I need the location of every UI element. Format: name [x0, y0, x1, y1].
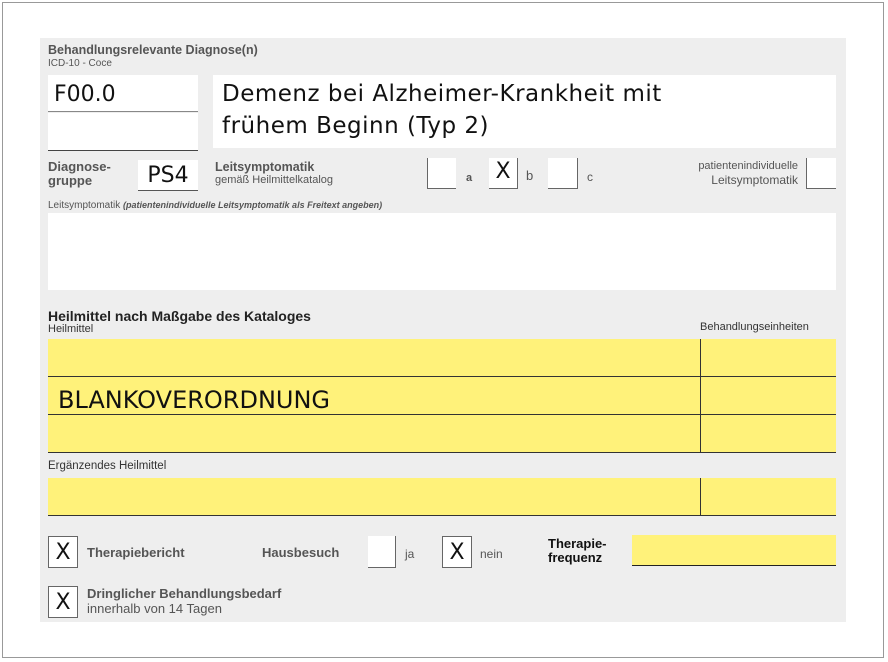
checkbox-individual[interactable]	[806, 158, 836, 189]
hausbesuch-nein-label: nein	[480, 547, 503, 561]
freetext-hint: (patientenindividuelle Leitsymptomatik a…	[123, 200, 383, 210]
therapiebericht-checkbox[interactable]: X	[48, 536, 78, 568]
therapiebericht-label: Therapiebericht	[87, 545, 185, 560]
hausbesuch-ja-label: ja	[405, 547, 415, 561]
dringlich-checkbox[interactable]: X	[48, 586, 78, 618]
heilmittel-table: BLANKOVERORDNUNG	[48, 339, 836, 453]
supplementary-field[interactable]	[48, 478, 836, 516]
diagnosis-title: Behandlungsrelevante Diagnose(n)	[48, 43, 258, 57]
leitsymptomatik-subtitle: gemäß Heilmittelkatalog	[215, 174, 333, 186]
hausbesuch-label: Hausbesuch	[262, 545, 340, 560]
checkbox-b-label: b	[526, 168, 534, 183]
checkbox-c-label: c	[587, 170, 593, 184]
checkbox-c[interactable]	[548, 158, 578, 189]
individual-label-1: patientenindividuelle	[698, 160, 798, 172]
diagnosis-text-field[interactable]: Demenz bei Alzheimer-Krankheit mit frühe…	[213, 75, 836, 148]
diagnosis-text-line-2: frühem Beginn (Typ 2)	[222, 113, 490, 139]
diagnosis-text-line-1: Demenz bei Alzheimer-Krankheit mit	[222, 81, 662, 107]
therapiefrequenz-field[interactable]	[632, 535, 836, 566]
group-label-2: gruppe	[48, 173, 93, 188]
diagnosis-group-field[interactable]: PS4	[138, 160, 198, 191]
frequenz-label-2: frequenz	[548, 550, 603, 565]
dringlich-label-2: innerhalb von 14 Tagen	[87, 601, 222, 616]
icd-code-field-1[interactable]: F00.0	[48, 75, 198, 112]
freetext-label: Leitsymptomatik (patientenindividuelle L…	[48, 200, 382, 211]
heilmittel-row-2[interactable]: BLANKOVERORDNUNG	[58, 386, 331, 414]
group-label-1: Diagnose-	[48, 159, 111, 174]
leitsymptomatik-title: Leitsymptomatik	[215, 160, 315, 174]
heilmittel-title: Heilmittel nach Maßgabe des Kataloges	[48, 308, 311, 324]
units-column-label: Behandlungseinheiten	[700, 321, 809, 333]
checkbox-a[interactable]	[427, 158, 456, 189]
checkbox-b[interactable]: X	[489, 158, 518, 189]
icd-label: ICD-10 - Coce	[48, 58, 112, 69]
heilmittel-column-label: Heilmittel	[48, 323, 94, 335]
individual-label-2: Leitsymptomatik	[711, 173, 798, 187]
frequenz-label-1: Therapie-	[548, 536, 607, 551]
checkbox-a-label: a	[466, 172, 473, 184]
freetext-field[interactable]	[48, 213, 836, 290]
dringlich-label-1: Dringlicher Behandlungsbedarf	[87, 586, 282, 601]
supplementary-label: Ergänzendes Heilmittel	[48, 460, 167, 472]
freetext-label-text: Leitsymptomatik	[48, 200, 121, 211]
icd-code-field-2[interactable]	[48, 113, 198, 151]
hausbesuch-nein-checkbox[interactable]: X	[442, 536, 472, 568]
hausbesuch-ja-checkbox[interactable]	[368, 536, 396, 568]
